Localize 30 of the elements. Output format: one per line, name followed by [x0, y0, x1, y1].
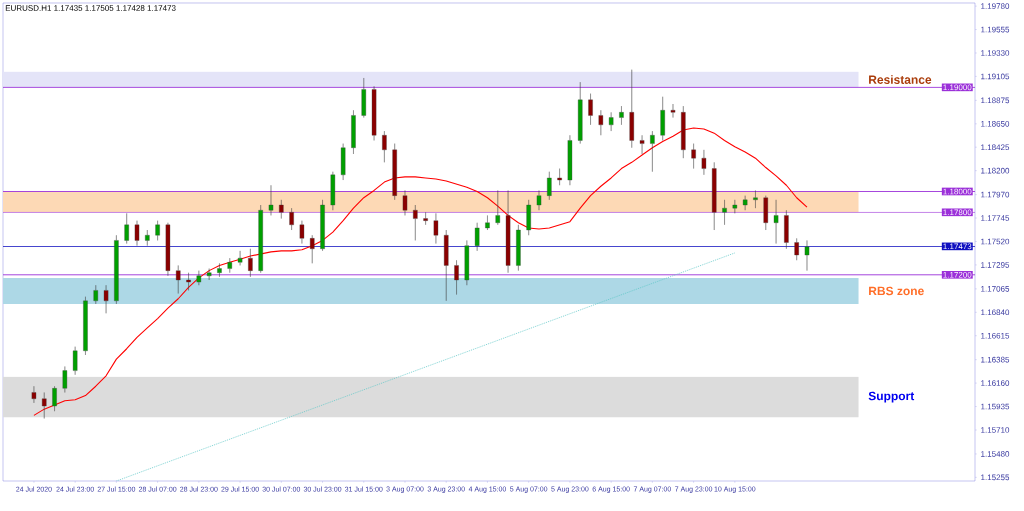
y-tick-label: 1.17295 — [981, 262, 1010, 268]
band-label: Support — [868, 391, 915, 403]
y-tick-label: 1.16615 — [981, 332, 1010, 339]
y-tick-label: 1.19555 — [981, 26, 1010, 33]
y-tick-label: 1.17745 — [981, 215, 1010, 221]
chart-title: EURUSD.H1 1.17435 1.17505 1.17428 1.17473 — [5, 5, 176, 11]
y-tick-label: 1.18425 — [981, 144, 1010, 151]
band-label: Resistance — [869, 75, 932, 84]
ref-line-label: 1.19000 — [943, 84, 972, 91]
y-tick-label: 1.18875 — [981, 97, 1010, 104]
y-tick-label: 1.15255 — [981, 474, 1010, 481]
y-tick-label: 1.19780 — [981, 3, 1010, 9]
y-tick-label: 1.17970 — [981, 191, 1010, 198]
y-tick-label: 1.16840 — [981, 309, 1010, 316]
y-tick-label: 1.15935 — [981, 403, 1010, 410]
ref-line-label: 1.17200 — [943, 271, 972, 278]
y-tick-label: 1.16160 — [981, 380, 1010, 386]
y-tick-label: 1.17520 — [981, 238, 1010, 245]
ref-line-label: 1.18000 — [943, 188, 972, 195]
y-tick-label: 1.19105 — [981, 73, 1010, 80]
y-tick-label: 1.19330 — [981, 50, 1010, 56]
band-label: RBS zone — [869, 286, 924, 296]
y-tick-label: 1.18200 — [981, 167, 1010, 174]
ref-line-label: 1.17800 — [943, 209, 972, 216]
ref-line-label: 1.17473 — [943, 243, 972, 250]
y-tick-label: 1.15710 — [981, 427, 1010, 433]
y-tick-label: 1.17065 — [981, 286, 1010, 292]
y-tick-label: 1.16385 — [981, 356, 1010, 363]
y-tick-label: 1.18650 — [981, 120, 1010, 127]
y-tick-label: 1.15480 — [981, 451, 1010, 457]
